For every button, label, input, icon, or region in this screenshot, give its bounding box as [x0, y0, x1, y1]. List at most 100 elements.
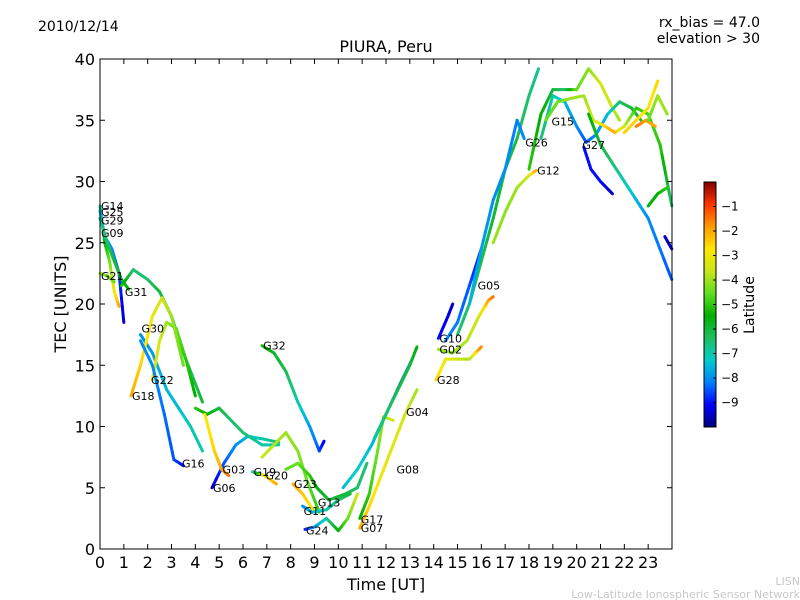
elevation-label: elevation > 30 [657, 31, 760, 47]
colorbar-tick-label: −3 [721, 249, 739, 263]
satellite-label: G03 [223, 463, 246, 476]
x-tick-label: 18 [519, 553, 539, 572]
x-tick-label: 13 [400, 553, 420, 572]
tec-trace-segment [529, 149, 535, 162]
tec-trace-segment [490, 295, 495, 299]
satellite-label: G28 [437, 374, 460, 387]
tec-trace-segment [469, 284, 475, 297]
satellite-label: G18 [132, 390, 155, 403]
series-G13 [284, 461, 369, 502]
satellite-label: G14 [101, 200, 124, 213]
x-axis-label: Time [UT] [346, 575, 425, 594]
tec-trace-segment [363, 461, 369, 469]
tec-trace-segment [111, 279, 116, 284]
series-G04 [372, 345, 419, 441]
y-tick-label: 0 [85, 540, 95, 559]
satellite-label: G04 [406, 406, 429, 419]
tec-trace-segment [179, 355, 185, 367]
satellite-label: G11 [304, 505, 327, 518]
footer-network: Low-Latitude Ionospheric Sensor Network [571, 588, 800, 600]
series-G30 [139, 333, 204, 453]
tec-trace-segment [660, 153, 666, 167]
tec-trace-segment [531, 140, 537, 153]
tec-trace-segment [116, 302, 121, 308]
tec-trace-segment [664, 186, 669, 191]
series-G05 [444, 247, 483, 343]
x-tick-label: 4 [190, 553, 200, 572]
y-tick-label: 25 [75, 234, 95, 253]
x-tick-label: 23 [638, 553, 658, 572]
series-layer [98, 67, 674, 533]
x-tick-label: 15 [447, 553, 467, 572]
satellite-label: G17 [361, 514, 384, 527]
satellite-label: G08 [397, 463, 420, 476]
satellite-label: G05 [478, 280, 501, 293]
tec-trace-segment [121, 312, 126, 324]
series-G31b [634, 118, 657, 128]
tec-trace-segment [390, 418, 395, 422]
satellite-label: G22 [151, 374, 174, 387]
plot-frame [99, 58, 673, 550]
y-tick-label: 20 [75, 295, 95, 314]
x-tick-label: 20 [566, 553, 586, 572]
series-G07 [358, 388, 419, 530]
x-tick-label: 2 [143, 553, 153, 572]
tec-trace-segment [199, 397, 204, 404]
tec-trace-segment [533, 168, 538, 173]
satellite-label: G30 [142, 323, 165, 336]
tec-trace-segment [664, 173, 670, 188]
tec-trace-segment [654, 79, 660, 88]
tec-trace-segment [467, 293, 473, 306]
tec-trace-segment [535, 67, 541, 75]
series-G11 [301, 492, 352, 514]
series-G19 [251, 470, 278, 486]
satellite-label: G20 [265, 470, 288, 483]
satellite-label: G26 [525, 136, 548, 149]
series-G16b [646, 186, 669, 208]
series-G32b [587, 112, 674, 281]
satellite-label: G31 [125, 286, 148, 299]
x-tick-label: 6 [238, 553, 248, 572]
x-axis-ticks: 0 1 2 3 4 5 6 7 8 9 10 11 12 13 14 15 16 17 18 19 20 21 22 23 [95, 59, 658, 572]
tec-trace-segment [192, 388, 197, 398]
colorbar-tick-label: −8 [721, 371, 739, 385]
series-G27b [582, 145, 614, 196]
tec-trace-segment [414, 345, 419, 352]
tec-trace-segment [646, 216, 654, 230]
series-G17 [358, 415, 395, 520]
tec-trace-segment [226, 472, 231, 477]
tec-trace-segment [527, 158, 533, 171]
tec-trace-segment [662, 163, 668, 177]
chart-title: PIURA, Peru [339, 37, 432, 56]
satellite-label: G21 [101, 270, 124, 283]
tec-trace-segment [652, 123, 657, 128]
tec-trace-segment [354, 492, 359, 500]
satellite-label: G02 [439, 343, 462, 356]
satellite-label: G13 [318, 496, 341, 509]
tec-trace-segment [346, 492, 352, 497]
series-G18 [129, 296, 185, 398]
y-tick-label: 15 [75, 356, 95, 375]
tec-trace-segment [125, 286, 131, 291]
colorbar-label: Latitude [742, 276, 758, 334]
x-tick-label: 14 [423, 553, 443, 572]
satellite-label: G06 [213, 482, 236, 495]
satellite-label: G12 [537, 164, 560, 177]
x-tick-label: 8 [286, 553, 296, 572]
tec-trace-segment [477, 247, 483, 260]
colorbar-tick-label: −6 [721, 322, 739, 336]
x-tick-label: 3 [166, 553, 176, 572]
series-G21 [98, 271, 116, 284]
satellite-label: G27 [582, 139, 605, 152]
y-tick-label: 5 [85, 479, 95, 498]
tec-trace-segment [608, 190, 614, 196]
tec-trace-segment [471, 274, 477, 288]
series-G22b [646, 94, 669, 122]
x-tick-label: 21 [590, 553, 610, 572]
series-G12 [491, 168, 538, 245]
x-tick-label: 10 [328, 553, 348, 572]
tec-trace-segment [321, 439, 326, 445]
tec-trace-segment [521, 134, 526, 141]
date-label: 2010/12/14 [38, 19, 119, 35]
